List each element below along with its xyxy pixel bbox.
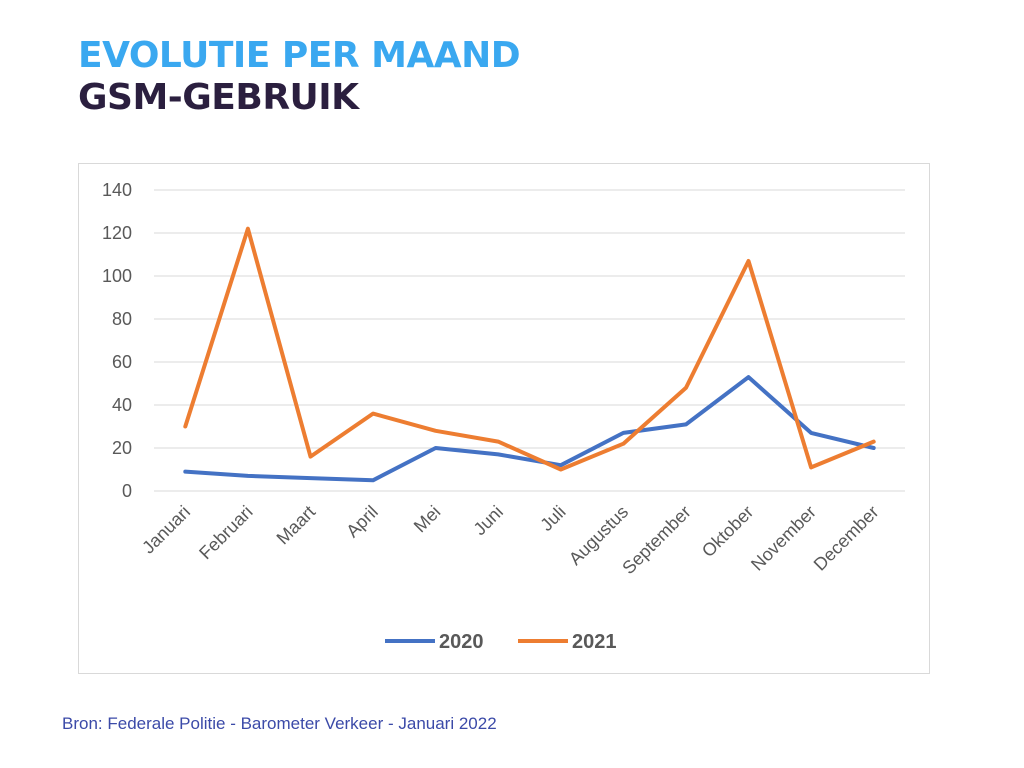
y-tick-label: 140 — [102, 180, 132, 200]
y-tick-label: 120 — [102, 223, 132, 243]
line-chart: 0 20 40 60 80 100 120 140 Januari Februari Maart Ap… — [102, 180, 905, 653]
x-tick-label: Januari — [138, 502, 194, 558]
y-tick-label: 100 — [102, 266, 132, 286]
y-tick-label: 40 — [112, 395, 132, 415]
chart-frame: 0 20 40 60 80 100 120 140 Januari Februari Maart Ap… — [78, 163, 930, 674]
x-tick-label: Mei — [410, 502, 445, 537]
x-tick-label: Oktober — [698, 502, 757, 561]
y-tick-label: 20 — [112, 438, 132, 458]
x-tick-label: Maart — [273, 502, 320, 549]
title-line-2: GSM-GEBRUIK — [78, 77, 359, 118]
x-tick-label: November — [747, 502, 820, 575]
series-line-2020 — [183, 375, 876, 483]
source-note: Bron: Federale Politie - Barometer Verke… — [62, 714, 497, 733]
title-line-1: EVOLUTIE PER MAAND — [78, 35, 521, 76]
x-tick-label: December — [810, 502, 883, 575]
x-tick-label: April — [342, 502, 382, 542]
y-tick-label: 0 — [122, 481, 132, 501]
x-tick-label: Februari — [195, 502, 257, 564]
x-tick-label: September — [618, 502, 694, 578]
legend-label-2021: 2021 — [572, 631, 617, 653]
y-tick-label: 60 — [112, 352, 132, 372]
y-tick-label: 80 — [112, 309, 132, 329]
x-tick-label: Juli — [536, 502, 569, 535]
legend-label-2020: 2020 — [439, 631, 484, 653]
x-tick-label: Juni — [470, 502, 507, 539]
series-line-2021 — [183, 226, 876, 472]
